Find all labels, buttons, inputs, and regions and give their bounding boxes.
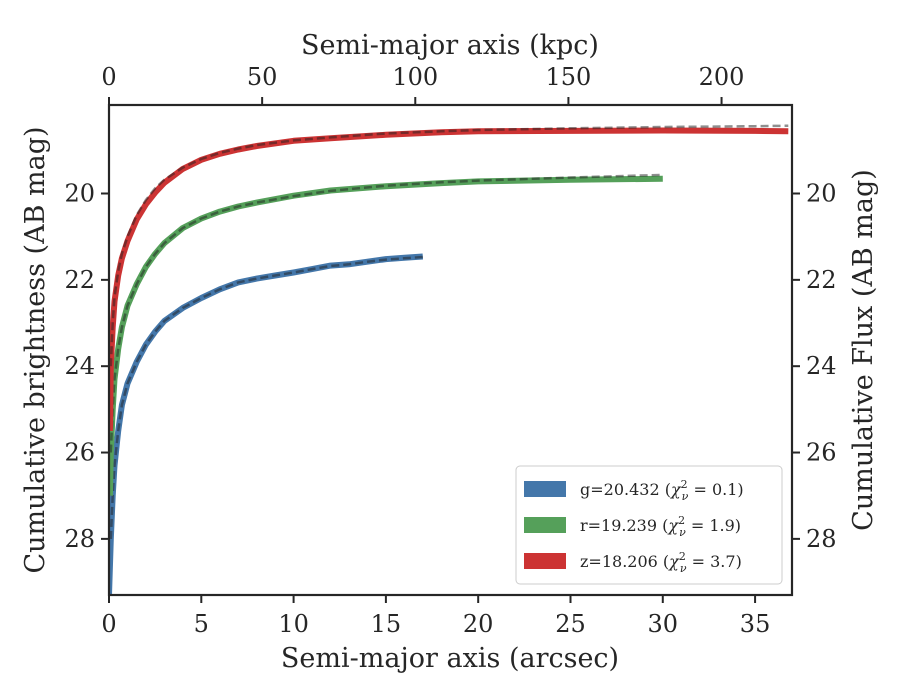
x-tick-label: 25 bbox=[555, 610, 586, 638]
series-line-1 bbox=[109, 175, 663, 496]
legend-swatch-2 bbox=[524, 553, 566, 569]
x-tick-label: 10 bbox=[278, 610, 309, 638]
x-tick-label: 15 bbox=[371, 610, 402, 638]
x2-tick-label: 50 bbox=[247, 63, 278, 91]
legend-frame bbox=[515, 465, 783, 585]
y2-tick-label: 22 bbox=[806, 266, 837, 294]
y-tick-label: 24 bbox=[64, 352, 95, 380]
legend-label-1: r=19.239 (χ2 ν = 1.9) bbox=[580, 514, 741, 539]
plot-frame bbox=[107, 103, 794, 597]
series-line-2 bbox=[109, 127, 789, 431]
series-layer bbox=[109, 124, 789, 595]
y-tick-label: 26 bbox=[64, 439, 95, 467]
legend-swatch-0 bbox=[524, 481, 566, 497]
legend-label-2: z=18.206 (χ2 ν = 3.7) bbox=[580, 550, 742, 575]
legend-label-0: g=20.432 (χ2 ν = 0.1) bbox=[580, 478, 744, 503]
x2-tick-label: 0 bbox=[101, 63, 116, 91]
y-tick-label: 22 bbox=[64, 266, 95, 294]
x2-tick-label: 100 bbox=[392, 63, 438, 91]
axes-layer: 0 5 10 15 20 25 30 35 0 50 100 150 200 20 20 22 22 24 24 26… bbox=[64, 63, 836, 638]
x2-axis-label: Semi-major axis (kpc) bbox=[301, 30, 599, 61]
y2-tick-label: 26 bbox=[806, 439, 837, 467]
series-model-line-0 bbox=[109, 255, 423, 539]
legend: g=20.432 (χ2 ν = 0.1) r=19.239 (χ2 ν = 1.9)… bbox=[515, 465, 783, 585]
x2-tick-label: 200 bbox=[699, 63, 745, 91]
series-model-line-2 bbox=[109, 124, 789, 367]
y2-tick-label: 20 bbox=[806, 180, 837, 208]
x-tick-label: 5 bbox=[194, 610, 209, 638]
y-axis-label: Cumulative brightness (AB mag) bbox=[20, 126, 51, 573]
y-tick-label: 20 bbox=[64, 180, 95, 208]
y2-tick-label: 28 bbox=[806, 525, 837, 553]
x-tick-label: 0 bbox=[101, 610, 116, 638]
x-tick-label: 20 bbox=[463, 610, 494, 638]
y-tick-label: 28 bbox=[64, 525, 95, 553]
x-tick-label: 35 bbox=[740, 610, 771, 638]
x-tick-label: 30 bbox=[648, 610, 679, 638]
series-model-line-1 bbox=[109, 173, 663, 453]
x-axis-label: Semi-major axis (arcsec) bbox=[281, 643, 619, 674]
x2-tick-label: 150 bbox=[546, 63, 592, 91]
y2-axis-label: Cumulative Flux (AB mag) bbox=[848, 169, 879, 531]
series-line-0 bbox=[109, 253, 424, 595]
y2-tick-label: 24 bbox=[806, 352, 837, 380]
legend-swatch-1 bbox=[524, 517, 566, 533]
